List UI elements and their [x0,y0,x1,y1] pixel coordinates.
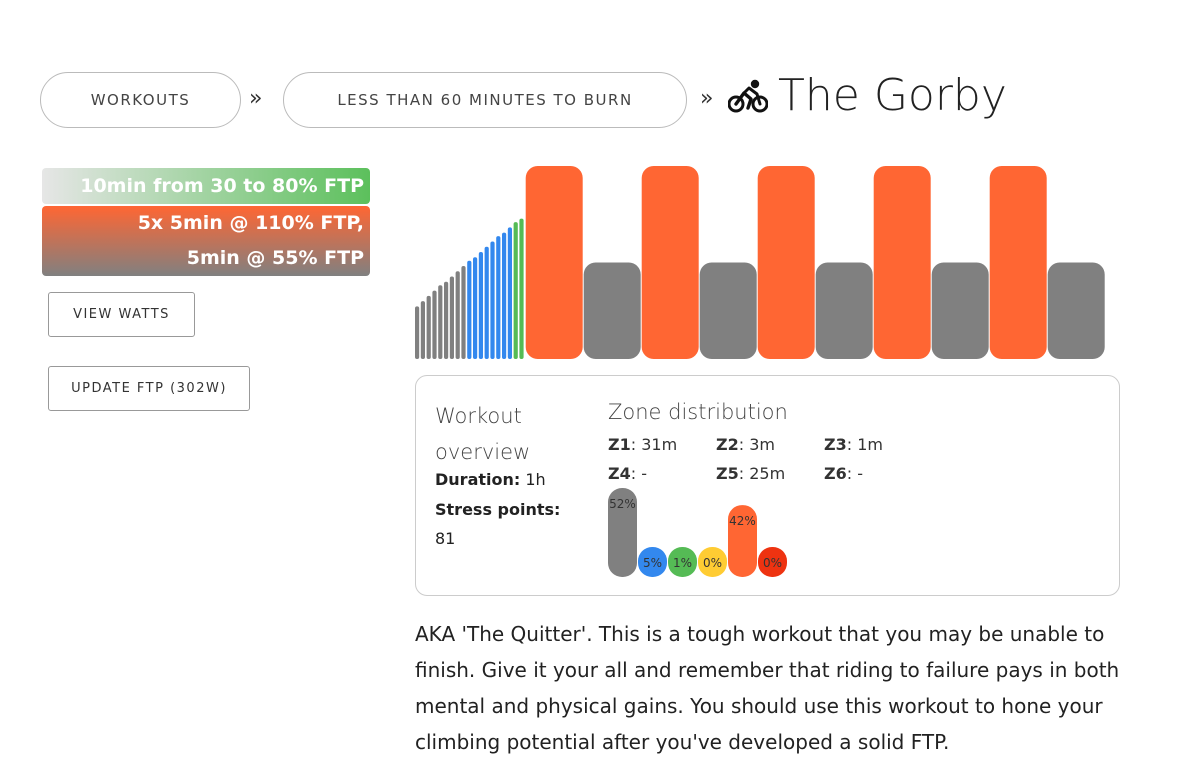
zone-bar [608,488,637,577]
workout-profile-chart [415,166,1105,360]
zone-z1: Z1: 31m [608,435,678,454]
workout-interval-bar[interactable] [815,262,873,360]
zone-z3: Z3: 1m [824,435,883,454]
workout-interval-bar[interactable] [1047,262,1105,360]
workout-interval-bar[interactable] [473,257,478,359]
zone-distribution-bars: 52% 5% 1% 0% 42% 0% [608,488,787,577]
workout-interval-bar[interactable] [519,218,524,359]
duration: Duration: 1h [435,470,546,489]
workout-interval-bar[interactable] [478,251,483,359]
zone-bar-label: 1% [673,556,692,570]
zone-z2: Z2: 3m [716,435,775,454]
breadcrumb-workouts[interactable]: WORKOUTS [40,72,241,128]
zone-bar [668,547,697,577]
view-watts-button[interactable]: VIEW WATTS [48,292,195,337]
workout-interval-bar[interactable] [467,260,472,359]
workout-interval-bar[interactable] [449,276,454,359]
workout-interval-bar[interactable] [444,281,449,359]
zone-z5: Z5: 25m [716,464,786,483]
zone-bar [698,547,727,577]
workout-overview-card: Workout overview Duration: 1h Stress poi… [415,375,1120,596]
workout-interval-bar[interactable] [420,301,425,359]
workout-interval-bar[interactable] [989,166,1047,359]
breadcrumb-separator: » [700,86,714,111]
duration-value: 1h [525,470,546,489]
workout-interval-bar[interactable] [641,166,699,359]
stress-points-label: Stress points: [435,500,561,519]
workout-description-text: AKA 'The Quitter'. This is a tough worko… [415,622,1120,754]
description-line: 10min from 30 to 80% FTP [80,175,364,197]
bicycle-rider-icon [728,79,768,112]
overview-title: Workout overview [435,404,531,464]
workout-interval-bar[interactable] [461,266,466,359]
zone-bar [638,547,667,577]
workout-interval-bar[interactable] [426,295,431,359]
workout-interval-bar[interactable] [455,271,460,359]
workout-interval-bar[interactable] [415,306,420,359]
breadcrumb-category[interactable]: LESS THAN 60 MINUTES TO BURN [283,72,687,128]
zone-z4: Z4: - [608,464,647,483]
workout-interval-bar[interactable] [496,236,501,359]
workout-interval-bar[interactable] [484,246,489,359]
workout-interval-bar[interactable] [873,166,931,359]
zone-bar-label: 0% [703,556,722,570]
workout-interval-bar[interactable] [513,222,518,359]
zone-z6: Z6: - [824,464,863,483]
zone-bar-label: 5% [643,556,662,570]
zone-bar-label: 42% [729,514,756,528]
workout-interval-bar[interactable] [502,232,507,359]
zone-bar-label: 0% [763,556,782,570]
zone-bar-label: 52% [609,497,636,511]
workout-interval-bar[interactable] [931,262,989,360]
zone-distribution-title: Zone distribution [608,400,788,424]
duration-label: Duration: [435,470,521,489]
workout-interval-bar[interactable] [432,290,437,359]
zone-bar [758,547,787,577]
workout-interval-bar[interactable] [699,262,757,360]
warmup-description: 10min from 30 to 80% FTP [42,168,370,204]
update-ftp-button[interactable]: UPDATE FTP (302W) [48,366,250,411]
description-line: 5min @ 55% FTP [186,247,364,269]
workout-interval-bar[interactable] [583,262,641,360]
description-line: 5x 5min @ 110% FTP, [137,212,364,234]
intervals-description: 5x 5min @ 110% FTP, 5min @ 55% FTP [42,206,370,276]
workout-interval-bar[interactable] [490,241,495,359]
page-title: The Gorby [728,70,1007,121]
workout-title: The Gorby [778,70,1007,121]
workout-interval-bar[interactable] [438,285,443,359]
workout-interval-bar[interactable] [525,166,583,359]
workout-interval-bar[interactable] [757,166,815,359]
breadcrumb-separator: » [249,86,263,111]
zone-bar [728,505,757,577]
stress-points-value: 81 [435,529,456,548]
workout-interval-bar[interactable] [507,227,512,359]
